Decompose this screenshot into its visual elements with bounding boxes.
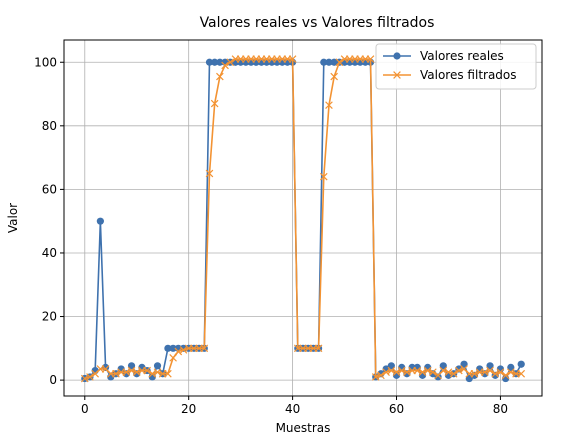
- y-tick-label: 100: [34, 55, 57, 69]
- data-point: [455, 366, 463, 375]
- data-point: [387, 362, 395, 370]
- data-point: [80, 374, 89, 383]
- data-point: [460, 360, 468, 368]
- data-point: [481, 368, 489, 376]
- data-point: [439, 366, 448, 375]
- data-point: [366, 55, 375, 63]
- data-point: [153, 362, 162, 370]
- data-point: [423, 366, 432, 375]
- y-tick-label: 40: [42, 246, 57, 260]
- data-point: [486, 366, 494, 375]
- legend-marker: [393, 71, 401, 79]
- data-point: [387, 366, 396, 375]
- data-point: [143, 366, 151, 375]
- data-point: [325, 58, 333, 66]
- x-axis-label: Muestras: [276, 421, 331, 435]
- data-point: [216, 72, 224, 81]
- data-point: [164, 344, 172, 352]
- data-point: [496, 368, 505, 376]
- x-tick-label: 20: [181, 402, 196, 416]
- data-point: [444, 368, 453, 376]
- data-point: [335, 58, 344, 67]
- data-point: [314, 344, 323, 353]
- data-point: [507, 368, 515, 376]
- axis-ticks: 0 20 40 60 80 0 20 40 60 80 100: [34, 55, 508, 416]
- data-point: [501, 371, 510, 380]
- plot-frame: [63, 39, 543, 397]
- y-tick-label: 0: [49, 373, 57, 387]
- legend-label: Valores filtrados: [420, 68, 517, 82]
- data-point: [319, 172, 328, 181]
- legend-item: Valores reales: [383, 49, 504, 63]
- data-point: [449, 369, 458, 378]
- data-point: [164, 369, 172, 378]
- data-point: [169, 344, 177, 352]
- data-point: [486, 362, 494, 370]
- data-point: [397, 366, 406, 375]
- series-layer: [80, 55, 526, 383]
- legend-label: Valores reales: [420, 49, 504, 63]
- data-point: [174, 347, 183, 356]
- data-point: [507, 363, 515, 371]
- x-tick-label: 40: [285, 402, 300, 416]
- data-point: [221, 61, 229, 70]
- series-valores-filtrados: [80, 55, 526, 383]
- data-point: [132, 368, 141, 376]
- data-point: [86, 373, 94, 381]
- data-point: [330, 72, 338, 81]
- legend-marker: [393, 52, 401, 60]
- data-point: [418, 368, 427, 376]
- data-point: [429, 368, 437, 376]
- data-point: [517, 369, 526, 378]
- data-point: [205, 58, 214, 66]
- data-point: [320, 58, 328, 66]
- legend-box: [375, 43, 537, 90]
- data-point: [179, 346, 188, 354]
- data-point: [216, 58, 224, 66]
- data-point: [288, 55, 297, 63]
- data-point: [127, 366, 136, 375]
- x-tick-label: 0: [81, 402, 89, 416]
- data-point: [200, 344, 209, 353]
- data-point: [382, 368, 390, 376]
- data-point: [325, 101, 333, 109]
- y-tick-label: 60: [42, 182, 57, 196]
- data-point: [491, 369, 500, 378]
- data-point: [439, 362, 447, 370]
- x-tick-label: 80: [493, 402, 508, 416]
- y-tick-label: 20: [42, 310, 57, 324]
- data-point: [413, 366, 422, 375]
- x-tick-label: 60: [389, 402, 404, 416]
- data-point: [226, 58, 235, 67]
- data-point: [371, 373, 380, 381]
- data-point: [517, 360, 525, 368]
- data-point: [112, 369, 120, 378]
- data-point: [392, 368, 401, 376]
- data-point: [96, 217, 104, 225]
- data-point: [330, 58, 338, 66]
- data-point: [148, 369, 157, 378]
- data-point: [377, 371, 385, 380]
- data-point: [169, 354, 177, 362]
- chart-title: Valores reales vs Valores filtrados: [200, 15, 435, 31]
- data-point: [122, 368, 131, 376]
- legend: Valores reales Valores filtrados: [375, 43, 537, 90]
- data-point: [153, 368, 162, 376]
- data-point: [205, 169, 214, 178]
- data-point: [127, 362, 136, 370]
- data-point: [210, 99, 219, 108]
- data-point: [470, 369, 479, 378]
- y-axis-label: Valor: [6, 203, 20, 233]
- legend-item: Valores filtrados: [383, 68, 517, 82]
- y-tick-label: 80: [42, 119, 57, 133]
- data-point: [403, 368, 411, 376]
- data-point: [211, 58, 219, 66]
